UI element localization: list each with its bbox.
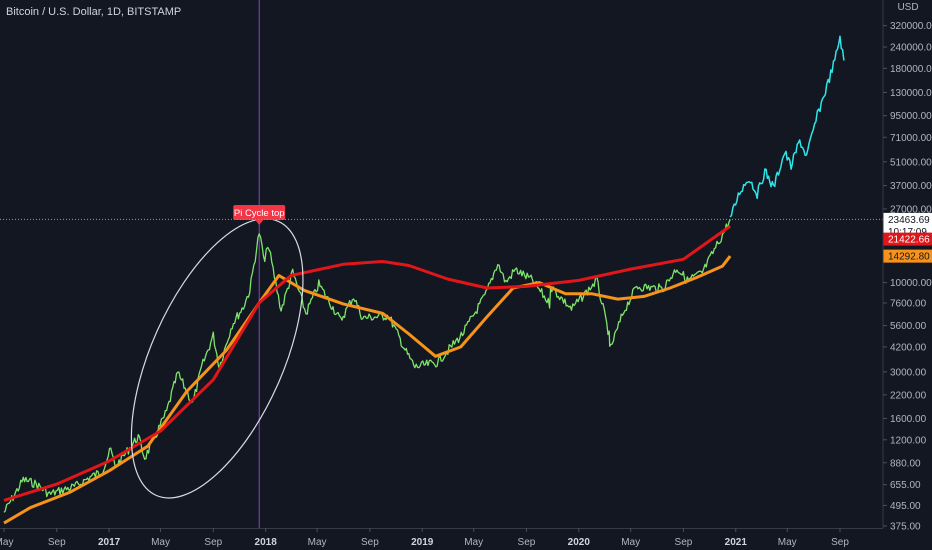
currency-label: USD bbox=[897, 2, 918, 13]
ma-350x2-line bbox=[3, 224, 732, 502]
ma-111-value-label: 14292.80 bbox=[888, 252, 930, 263]
y-tick-label: 71000.00 bbox=[890, 133, 932, 144]
x-tick-label: May bbox=[464, 537, 483, 548]
y-tick-label: 37000.00 bbox=[890, 181, 932, 192]
x-tick-label: May bbox=[151, 537, 170, 548]
x-tick-label: 2020 bbox=[568, 537, 591, 548]
x-tick-label: May bbox=[778, 537, 797, 548]
x-tick-label: May bbox=[0, 537, 13, 548]
bar-countdown-label: 10:17:09 bbox=[888, 227, 927, 238]
x-tick-label: Sep bbox=[361, 537, 379, 548]
x-tick-label: May bbox=[621, 537, 640, 548]
x-tick-label: Sep bbox=[518, 537, 536, 548]
y-tick-label: 5600.00 bbox=[890, 321, 927, 332]
projection-line bbox=[729, 35, 845, 218]
y-tick-label: 375.00 bbox=[890, 522, 921, 533]
pi-cycle-top-pointer bbox=[255, 220, 264, 225]
x-tick-label: Sep bbox=[675, 537, 693, 548]
y-tick-label: 51000.00 bbox=[890, 157, 932, 168]
y-tick-label: 655.00 bbox=[890, 480, 921, 491]
y-tick-label: 95000.00 bbox=[890, 111, 932, 122]
ma-111-value-label-box bbox=[883, 249, 932, 263]
pi-cycle-top-tag[interactable] bbox=[233, 205, 286, 220]
ma-350x2-value-label-box bbox=[883, 232, 932, 246]
x-tick-label: Sep bbox=[48, 537, 66, 548]
x-tick-label: Sep bbox=[204, 537, 222, 548]
ma-350x2-value-label: 21422.66 bbox=[888, 235, 930, 246]
chart-title: Bitcoin / U.S. Dollar, 1D, BITSTAMP bbox=[6, 6, 182, 18]
y-tick-label: 240000.00 bbox=[890, 43, 932, 54]
bull-run-ellipse bbox=[130, 218, 304, 499]
x-tick-label: 2018 bbox=[255, 537, 278, 548]
last-price-label: 23463.69 bbox=[888, 215, 930, 226]
y-tick-label: 3000.00 bbox=[890, 367, 927, 378]
x-tick-label: 2019 bbox=[411, 537, 434, 548]
y-tick-label: 495.00 bbox=[890, 501, 921, 512]
ma-111-line bbox=[3, 255, 732, 525]
pi-cycle-top-label: Pi Cycle top bbox=[234, 208, 285, 219]
y-tick-label: 880.00 bbox=[890, 458, 921, 469]
y-tick-label: 2200.00 bbox=[890, 390, 927, 401]
y-tick-label: 7600.00 bbox=[890, 298, 927, 309]
y-tick-label: 1600.00 bbox=[890, 414, 927, 425]
x-tick-label: 2017 bbox=[98, 537, 121, 548]
y-tick-label: 10000.00 bbox=[890, 278, 932, 289]
x-tick-label: 2021 bbox=[725, 537, 748, 548]
y-tick-label: 27000.00 bbox=[890, 204, 932, 215]
y-tick-label: 180000.00 bbox=[890, 64, 932, 75]
y-tick-label: 130000.00 bbox=[890, 88, 932, 99]
x-tick-label: Sep bbox=[831, 537, 849, 548]
y-tick-label: 1200.00 bbox=[890, 435, 927, 446]
y-tick-label: 4200.00 bbox=[890, 342, 927, 353]
y-tick-label: 320000.00 bbox=[890, 21, 932, 32]
x-tick-label: May bbox=[308, 537, 327, 548]
